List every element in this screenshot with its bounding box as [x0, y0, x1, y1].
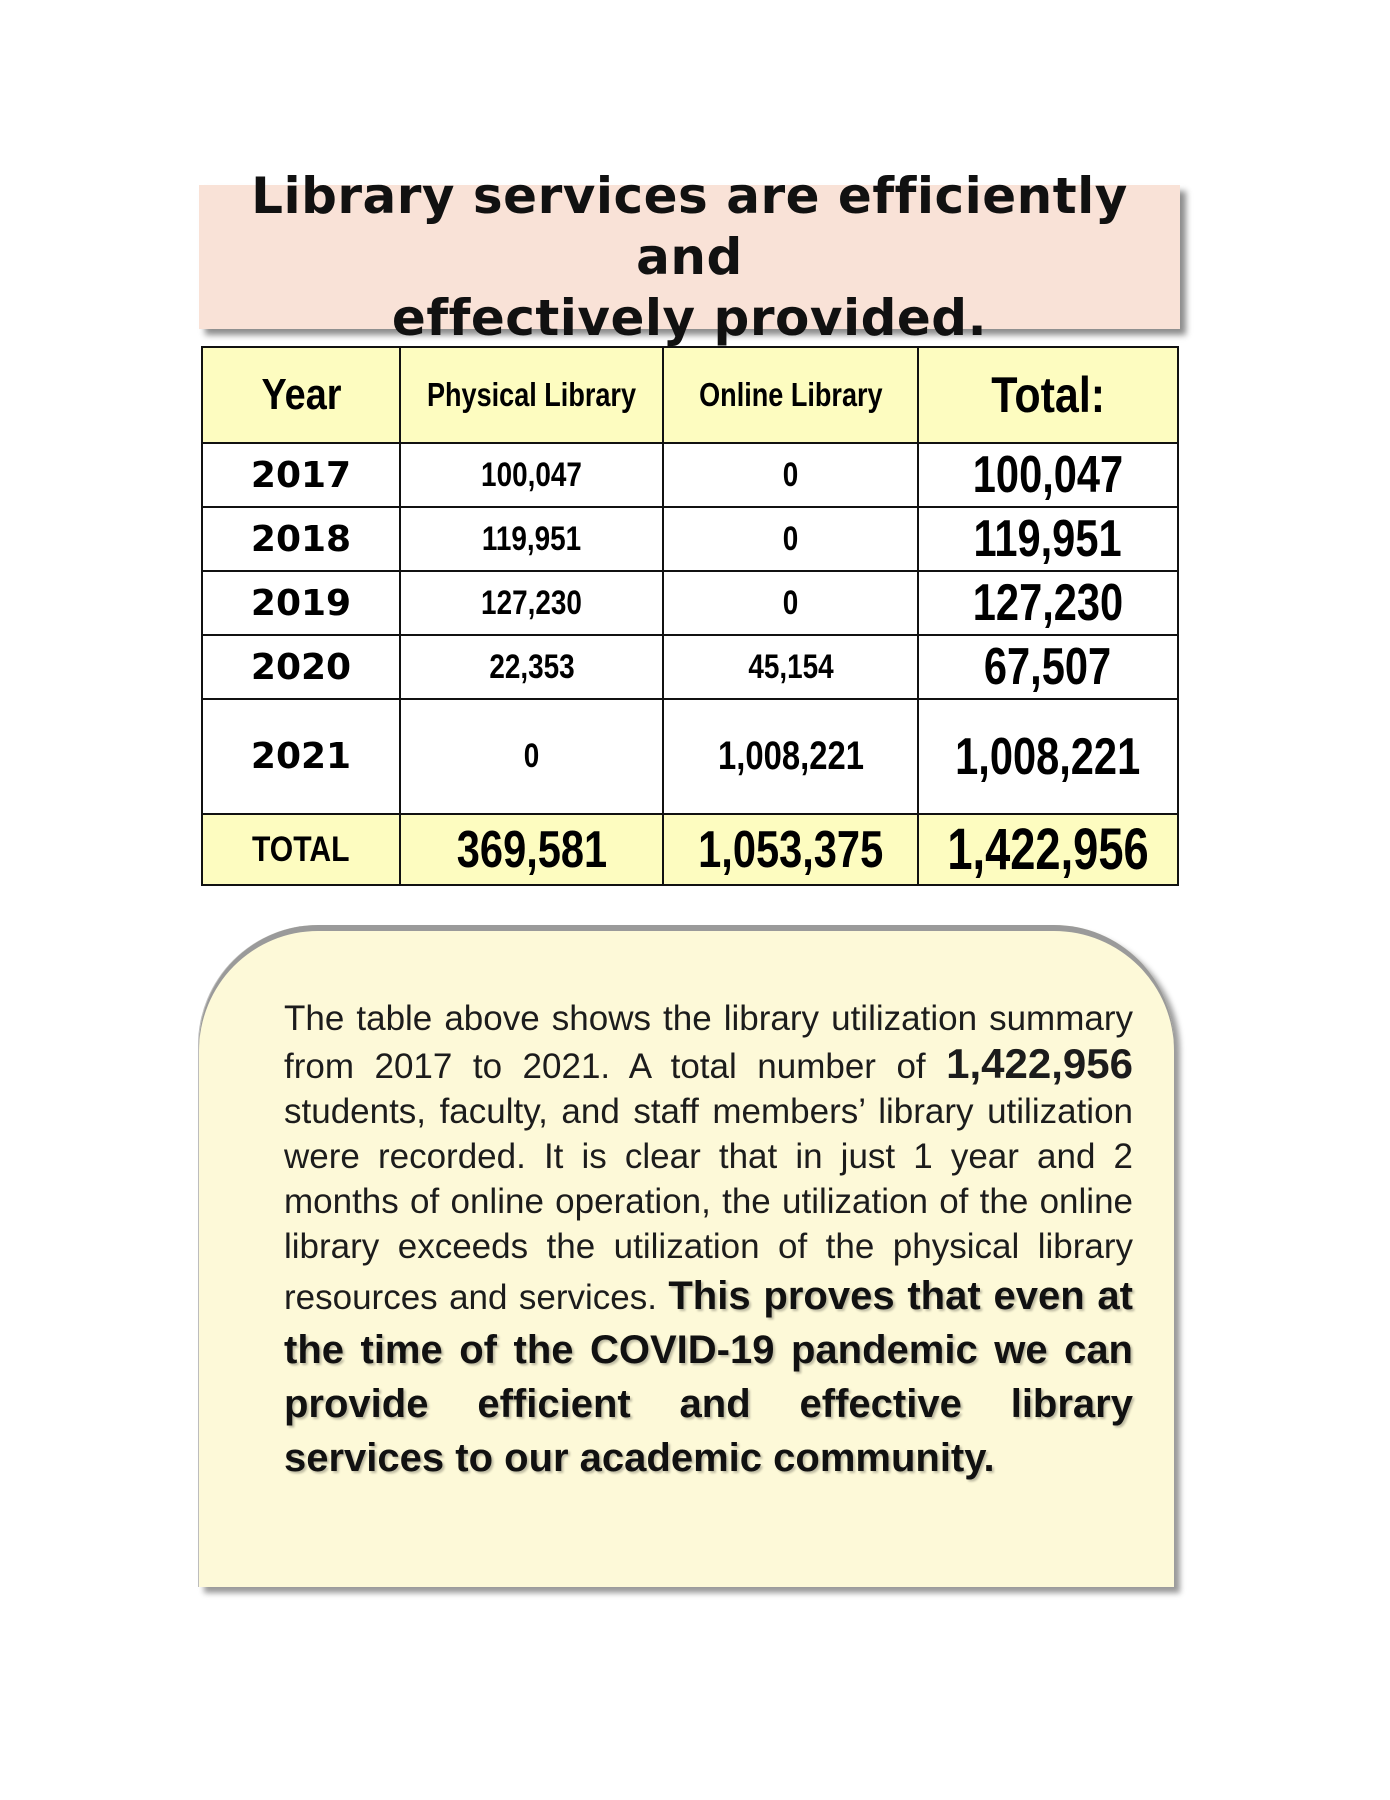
cell-physical: 22,353 [399, 634, 664, 700]
summary-paragraph: The table above shows the library utiliz… [233, 996, 1133, 1485]
grand-total: 1,422,956 [917, 813, 1179, 886]
cell-online: 45,154 [662, 634, 919, 700]
table-total-row: TOTAL 369,581 1,053,375 1,422,956 [201, 813, 1179, 886]
cell-year: 2019 [201, 570, 401, 636]
cell-total: 67,507 [917, 634, 1179, 700]
table-row: 2018 119,951 0 119,951 [201, 506, 1179, 572]
paragraph-body: The table above shows the library utiliz… [233, 996, 1133, 1485]
table-row: 2017 100,047 0 100,047 [201, 442, 1179, 508]
utilization-table: Year Physical Library Online Library Tot… [201, 346, 1179, 886]
cell-physical: 127,230 [399, 570, 664, 636]
table-row: 2019 127,230 0 127,230 [201, 570, 1179, 636]
paragraph-part-1: The table above shows the library utiliz… [284, 999, 1133, 1086]
cell-year: 2018 [201, 506, 401, 572]
cell-total: 100,047 [917, 442, 1179, 508]
header-total: Total: [917, 346, 1179, 444]
cell-online: 0 [662, 570, 919, 636]
paragraph-part-2: students, faculty, and staff members’ li… [284, 1092, 1133, 1317]
table-row: 2021 0 1,008,221 1,008,221 [201, 698, 1179, 815]
cell-physical: 119,951 [399, 506, 664, 572]
total-label: TOTAL [201, 813, 401, 886]
header-physical-library: Physical Library [399, 346, 664, 444]
header-year: Year [201, 346, 401, 444]
cell-year: 2017 [201, 442, 401, 508]
total-online: 1,053,375 [662, 813, 919, 886]
cell-online: 0 [662, 442, 919, 508]
emphasis-statement: This proves that even at the time of the… [284, 1274, 1133, 1480]
cell-physical: 0 [399, 698, 664, 815]
cell-total: 119,951 [917, 506, 1179, 572]
title-banner: Library services are efficiently and eff… [199, 167, 1180, 347]
highlight-total-number: 1,422,956 [946, 1040, 1133, 1087]
total-physical: 369,581 [399, 813, 664, 886]
cell-online: 1,008,221 [662, 698, 919, 815]
summary-note-box: The table above shows the library utiliz… [198, 925, 1174, 1587]
title-line-1: Library services are efficiently and [251, 166, 1128, 286]
cell-year: 2020 [201, 634, 401, 700]
cell-physical: 100,047 [399, 442, 664, 508]
cell-total: 1,008,221 [917, 698, 1179, 815]
table-row: 2020 22,353 45,154 67,507 [201, 634, 1179, 700]
cell-year: 2021 [201, 698, 401, 815]
title-line-2: effectively provided. [391, 288, 988, 347]
table-header-row: Year Physical Library Online Library Tot… [201, 346, 1179, 444]
cell-online: 0 [662, 506, 919, 572]
cell-total: 127,230 [917, 570, 1179, 636]
header-online-library: Online Library [662, 346, 919, 444]
